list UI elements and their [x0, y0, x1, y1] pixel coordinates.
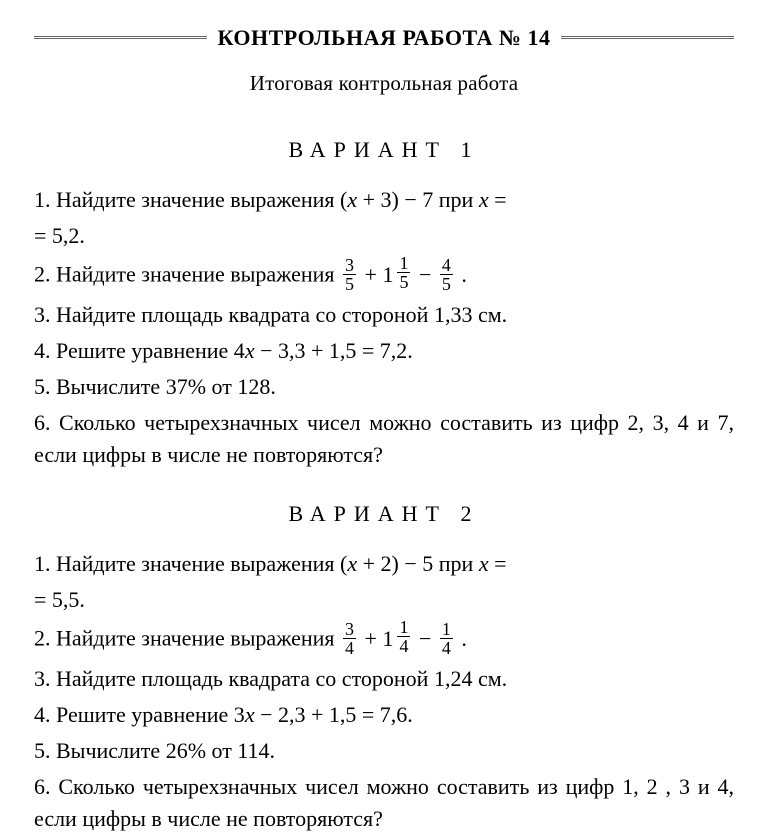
- problem-text: .: [456, 626, 467, 651]
- problem-text: 1. Найдите значение выражения (: [34, 551, 347, 576]
- title-row: КОНТРОЛЬНАЯ РАБОТА № 14: [34, 22, 734, 54]
- fraction-den: 4: [343, 639, 356, 657]
- fraction-num: 1: [440, 620, 453, 639]
- problem-text: 2. Найдите значение выражения: [34, 626, 340, 651]
- problem-text: + 2) − 5 при: [357, 551, 479, 576]
- page-subtitle: Итоговая контрольная работа: [34, 68, 734, 98]
- mixed-whole: 1: [382, 259, 393, 291]
- problem-item: 4. Решите уравнение 3x − 2,3 + 1,5 = 7,6…: [34, 699, 734, 731]
- problem-item: 4. Решите уравнение 4x − 3,3 + 1,5 = 7,2…: [34, 335, 734, 367]
- problem-text: 4. Решите уравнение 4: [34, 338, 245, 363]
- operator: −: [413, 262, 436, 287]
- fraction: 1 4: [440, 620, 453, 657]
- fraction-den: 5: [440, 275, 453, 293]
- mixed-whole: 1: [382, 623, 393, 655]
- problem-item: 3. Найдите площадь квадрата со стороной …: [34, 663, 734, 695]
- fraction: 3 5: [343, 256, 356, 293]
- problem-item: 6. Сколько четырехзначных чисел можно со…: [34, 407, 734, 471]
- mixed-number: 1 1 5: [382, 256, 413, 293]
- fraction-den: 5: [343, 275, 356, 293]
- operator: +: [359, 626, 382, 651]
- operator: −: [413, 626, 436, 651]
- mixed-number: 1 1 4: [382, 620, 413, 657]
- problem-text: − 2,3 + 1,5 = 7,6.: [255, 702, 413, 727]
- variant-heading: ВАРИАНТ 1: [34, 134, 734, 166]
- title-rule-right: [561, 36, 734, 39]
- problem-item: 5. Вычислите 26% от 114.: [34, 735, 734, 767]
- problem-text: =: [489, 187, 507, 212]
- problem-item: 1. Найдите значение выражения (x + 3) − …: [34, 184, 734, 216]
- problem-text: 2. Найдите значение выражения: [34, 262, 340, 287]
- problem-item: 1. Найдите значение выражения (x + 2) − …: [34, 548, 734, 580]
- math-var: x: [245, 338, 255, 363]
- problem-text: + 3) − 7 при: [357, 187, 479, 212]
- fraction-den: 4: [397, 637, 410, 655]
- fraction-num: 4: [440, 256, 453, 275]
- math-var: x: [347, 551, 357, 576]
- fraction-num: 3: [343, 256, 356, 275]
- problem-text: 4. Решите уравнение 3: [34, 702, 245, 727]
- problem-item: 2. Найдите значение выражения 3 4 + 1 1 …: [34, 620, 734, 659]
- problem-text: =: [489, 551, 507, 576]
- title-rule-left: [34, 36, 207, 39]
- operator: +: [359, 262, 382, 287]
- problem-text: − 3,3 + 1,5 = 7,2.: [255, 338, 413, 363]
- problem-list: 1. Найдите значение выражения (x + 2) − …: [34, 548, 734, 834]
- fraction: 4 5: [440, 256, 453, 293]
- problem-item-cont: = 5,2.: [34, 220, 734, 252]
- problem-list: 1. Найдите значение выражения (x + 3) − …: [34, 184, 734, 470]
- fraction-num: 1: [397, 254, 410, 273]
- problem-text: = 5,5.: [34, 587, 85, 612]
- problem-text: .: [456, 262, 467, 287]
- problem-text: 1. Найдите значение выражения (: [34, 187, 347, 212]
- fraction-num: 1: [397, 618, 410, 637]
- math-var: x: [347, 187, 357, 212]
- math-var: x: [245, 702, 255, 727]
- problem-item-cont: = 5,5.: [34, 584, 734, 616]
- variant-heading: ВАРИАНТ 2: [34, 498, 734, 530]
- fraction: 1 5: [397, 254, 410, 291]
- fraction-num: 3: [343, 620, 356, 639]
- problem-item: 3. Найдите площадь квадрата со стороной …: [34, 299, 734, 331]
- fraction-den: 5: [397, 273, 410, 291]
- fraction: 3 4: [343, 620, 356, 657]
- problem-text: = 5,2.: [34, 223, 85, 248]
- problem-item: 2. Найдите значение выражения 3 5 + 1 1 …: [34, 256, 734, 295]
- math-var: x: [479, 187, 489, 212]
- problem-item: 6. Сколько четырехзначных чисел можно со…: [34, 771, 734, 835]
- fraction: 1 4: [397, 618, 410, 655]
- page-title: КОНТРОЛЬНАЯ РАБОТА № 14: [217, 22, 550, 54]
- fraction-den: 4: [440, 639, 453, 657]
- problem-item: 5. Вычислите 37% от 128.: [34, 371, 734, 403]
- math-var: x: [479, 551, 489, 576]
